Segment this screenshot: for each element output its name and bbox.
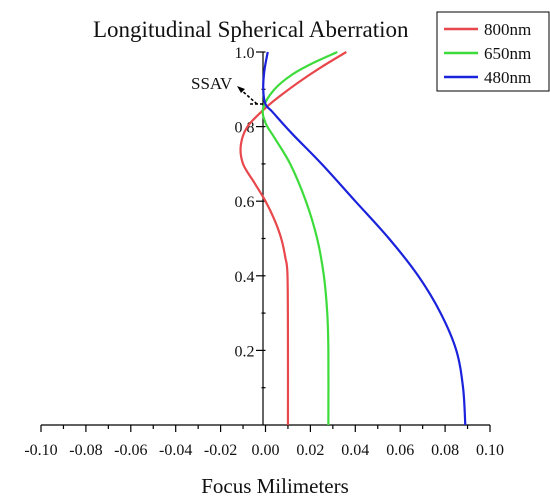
series-line-480nm (262, 51, 467, 426)
legend: 800nm 650nm 480nm (436, 11, 550, 92)
y-tick-label: 0.4 (235, 269, 255, 286)
chart-title: Longitudinal Spherical Aberration (93, 17, 409, 42)
x-tick-label: 0.08 (431, 442, 459, 459)
series-group (239, 50, 467, 426)
x-tick-label: 0.02 (296, 442, 324, 459)
series-line-650nm (261, 50, 338, 426)
series-line-800nm (239, 51, 347, 426)
ssav-annotation: SSAV (191, 74, 264, 105)
legend-label-800nm: 800nm (484, 20, 531, 39)
x-tick-label: -0.08 (69, 442, 102, 459)
x-tick-label: -0.06 (114, 442, 147, 459)
ssav-arrowhead (237, 86, 245, 93)
legend-label-650nm: 650nm (484, 44, 531, 63)
ssav-arrow (239, 88, 258, 105)
y-ticks: 0.20.40.60.81.0 (235, 45, 266, 389)
x-ticks: -0.10 -0.08 -0.06 -0.04 -0.02 0.00 0.02 0.04 0.0… (24, 425, 504, 459)
x-tick-label: 0.00 (252, 442, 280, 459)
y-tick-label: 1.0 (235, 45, 255, 62)
x-tick-label: 0.06 (386, 442, 414, 459)
x-tick-label: 0.10 (476, 442, 504, 459)
y-tick-label: 0.2 (235, 343, 255, 360)
y-tick-label: 0.6 (235, 194, 255, 211)
x-tick-label: 0.04 (341, 442, 369, 459)
legend-label-480nm: 480nm (484, 68, 531, 87)
x-tick-label: -0.10 (24, 442, 57, 459)
x-tick-label: -0.02 (204, 442, 237, 459)
x-axis-label: Focus Milimeters (201, 474, 349, 498)
x-tick-label: -0.04 (159, 442, 192, 459)
ssav-label: SSAV (191, 74, 233, 93)
